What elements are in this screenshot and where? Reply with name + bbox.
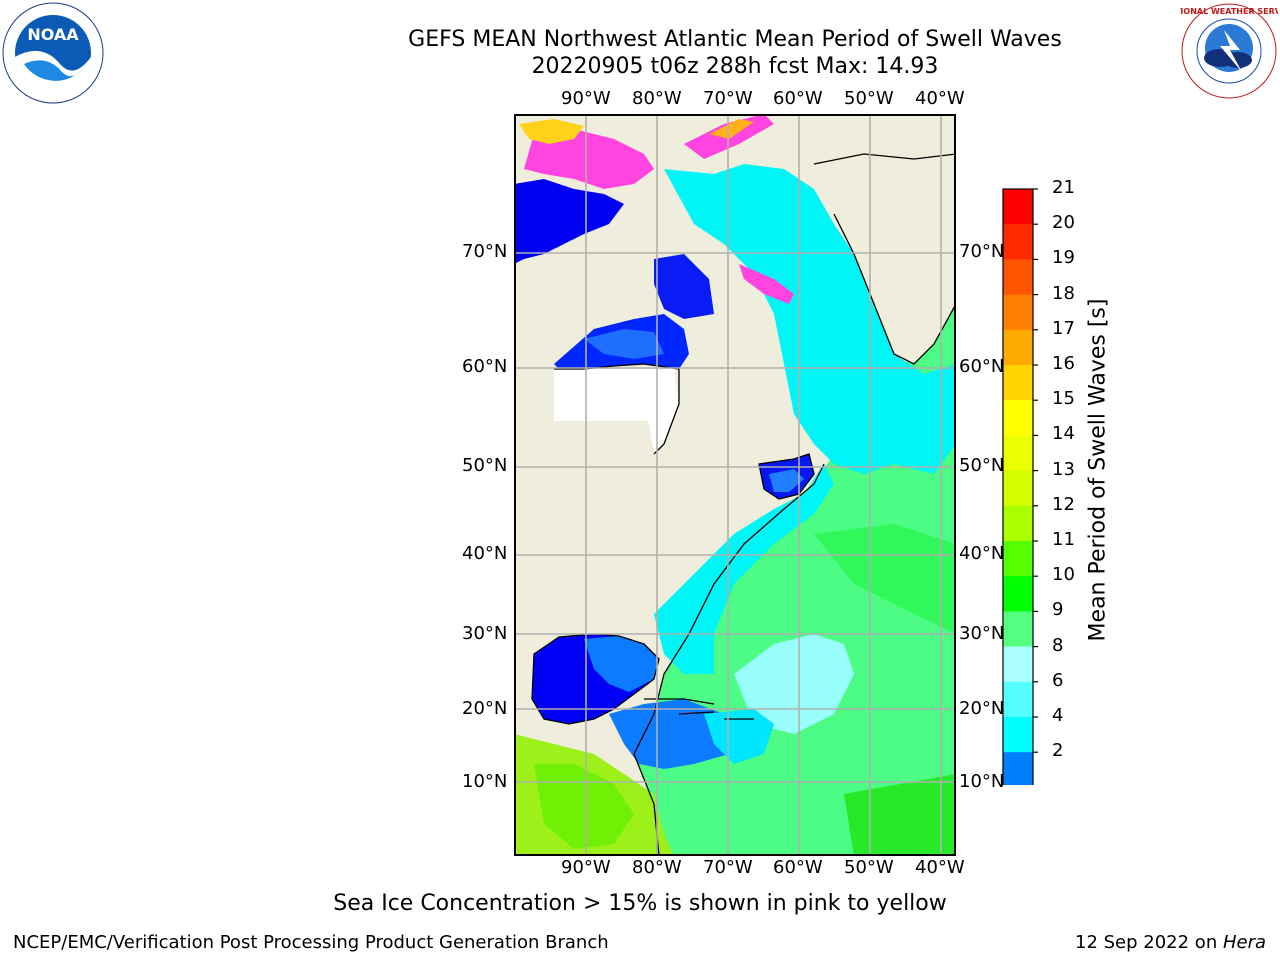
lat-label-left-30n: 30°N bbox=[462, 623, 508, 644]
foxe-basin bbox=[654, 254, 714, 319]
colorbar-tick-label: 17 bbox=[1052, 317, 1075, 339]
colorbar-segment bbox=[1003, 224, 1033, 260]
colorbar-segment bbox=[1003, 646, 1033, 683]
lat-label-right-50n: 50°N bbox=[959, 455, 1005, 476]
lon-label-bottom-60w: 60°W bbox=[773, 857, 823, 878]
colorbar-segment bbox=[1003, 681, 1033, 718]
colorbar-tick-label: 6 bbox=[1052, 669, 1064, 691]
map-panel bbox=[514, 114, 956, 856]
lat-label-right-40n: 40°N bbox=[959, 543, 1005, 564]
colorbar-segment bbox=[1003, 611, 1033, 648]
colorbar-segment bbox=[1003, 435, 1033, 472]
footer-right: 12 Sep 2022 on Hera bbox=[1075, 932, 1266, 953]
footer-left: NCEP/EMC/Verification Post Processing Pr… bbox=[13, 932, 609, 953]
lon-label-bottom-40w: 40°W bbox=[915, 857, 965, 878]
colorbar-segment bbox=[1003, 576, 1033, 612]
sea-ice-baffin bbox=[739, 264, 794, 304]
colorbar-segment bbox=[1003, 329, 1033, 366]
colorbar-segment bbox=[1003, 259, 1033, 296]
colorbar-segment bbox=[1003, 400, 1033, 436]
lon-label-bottom-70w: 70°W bbox=[703, 857, 753, 878]
colorbar-tick-label: 2 bbox=[1052, 740, 1064, 762]
colorbar-frame bbox=[1002, 188, 1034, 785]
sea-ice-north-yellow bbox=[709, 119, 754, 139]
svg-text:NOAA: NOAA bbox=[27, 25, 79, 44]
caribbean-cyan bbox=[704, 709, 774, 764]
gulf-of-mexico-east bbox=[584, 636, 659, 692]
ocean-bright-green-south bbox=[844, 774, 956, 856]
footer-machine: Hera bbox=[1222, 932, 1266, 953]
lat-label-right-10n: 10°N bbox=[959, 771, 1005, 792]
colorbar-segment bbox=[1003, 717, 1033, 753]
colorbar-tick-label: 14 bbox=[1052, 423, 1075, 445]
hudson-bay-inner bbox=[584, 329, 664, 359]
gulf-st-lawrence-inner bbox=[769, 469, 804, 492]
colorbar bbox=[1002, 188, 1038, 785]
lat-label-right-20n: 20°N bbox=[959, 698, 1005, 719]
svg-text:NATIONAL WEATHER SERVICE: NATIONAL WEATHER SERVICE bbox=[1180, 7, 1278, 16]
colorbar-segment bbox=[1003, 189, 1033, 225]
lat-label-right-60n: 60°N bbox=[959, 356, 1005, 377]
lon-label-top-40w: 40°W bbox=[915, 88, 965, 109]
colorbar-segment bbox=[1003, 752, 1033, 785]
colorbar-tick-label: 8 bbox=[1052, 634, 1064, 656]
colorbar-tick-label: 9 bbox=[1052, 599, 1064, 621]
lat-label-left-10n: 10°N bbox=[462, 771, 508, 792]
colorbar-tick-label: 15 bbox=[1052, 388, 1075, 410]
lat-label-left-40n: 40°N bbox=[462, 543, 508, 564]
lat-label-left-50n: 50°N bbox=[462, 455, 508, 476]
sea-ice-yellow bbox=[519, 119, 584, 144]
colorbar-tick-label: 18 bbox=[1052, 282, 1075, 304]
colorbar-tick-label: 12 bbox=[1052, 493, 1075, 515]
ocean-bright-green bbox=[814, 524, 956, 634]
page-subtitle: 20220905 t06z 288h fcst Max: 14.93 bbox=[531, 54, 939, 79]
lon-label-top-80w: 80°W bbox=[632, 88, 682, 109]
sea-ice-caption: Sea Ice Concentration > 15% is shown in … bbox=[333, 891, 947, 916]
colorbar-tick-label: 19 bbox=[1052, 247, 1075, 269]
colorbar-tick-label: 16 bbox=[1052, 353, 1075, 374]
colorbar-segment bbox=[1003, 470, 1033, 507]
sea-ice-pink bbox=[524, 129, 654, 189]
colorbar-segment bbox=[1003, 541, 1033, 577]
lat-label-left-60n: 60°N bbox=[462, 356, 508, 377]
lon-label-top-90w: 90°W bbox=[561, 88, 611, 109]
nws-logo: NATIONAL WEATHER SERVICE bbox=[1180, 3, 1278, 99]
colorbar-tick-label: 21 bbox=[1052, 177, 1075, 198]
coastal-cyan bbox=[654, 464, 834, 674]
arctic-channels bbox=[514, 179, 624, 264]
colorbar-segment bbox=[1003, 294, 1033, 331]
lon-label-bottom-80w: 80°W bbox=[632, 857, 682, 878]
map-frame bbox=[514, 114, 956, 856]
colorbar-label: Mean Period of Swell Waves [s] bbox=[1085, 298, 1111, 642]
lon-label-bottom-90w: 90°W bbox=[561, 857, 611, 878]
noaa-logo: NOAA bbox=[2, 2, 104, 104]
lat-label-left-20n: 20°N bbox=[462, 698, 508, 719]
labrador-sea-cyan bbox=[664, 164, 956, 474]
colorbar-tick-label: 13 bbox=[1052, 458, 1075, 480]
graticule bbox=[514, 114, 956, 856]
greenland-land bbox=[814, 154, 956, 364]
colorbar-tick-label: 4 bbox=[1052, 705, 1064, 726]
lon-label-top-60w: 60°W bbox=[773, 88, 823, 109]
page-title: GEFS MEAN Northwest Atlantic Mean Period… bbox=[408, 27, 1062, 52]
lat-label-right-30n: 30°N bbox=[959, 623, 1005, 644]
colorbar-segment bbox=[1003, 365, 1033, 401]
footer-date: 12 Sep 2022 on bbox=[1075, 932, 1223, 953]
colorbar-tick-label: 11 bbox=[1052, 529, 1075, 550]
lat-label-right-70n: 70°N bbox=[959, 241, 1005, 262]
lon-label-bottom-50w: 50°W bbox=[844, 857, 894, 878]
lon-label-top-50w: 50°W bbox=[844, 88, 894, 109]
lat-label-left-70n: 70°N bbox=[462, 241, 508, 262]
colorbar-tick-label: 10 bbox=[1052, 564, 1075, 586]
lon-label-top-70w: 70°W bbox=[703, 88, 753, 109]
colorbar-tick-label: 20 bbox=[1052, 212, 1075, 234]
colorbar-segment bbox=[1003, 505, 1033, 542]
south-america-land-light bbox=[534, 764, 634, 849]
